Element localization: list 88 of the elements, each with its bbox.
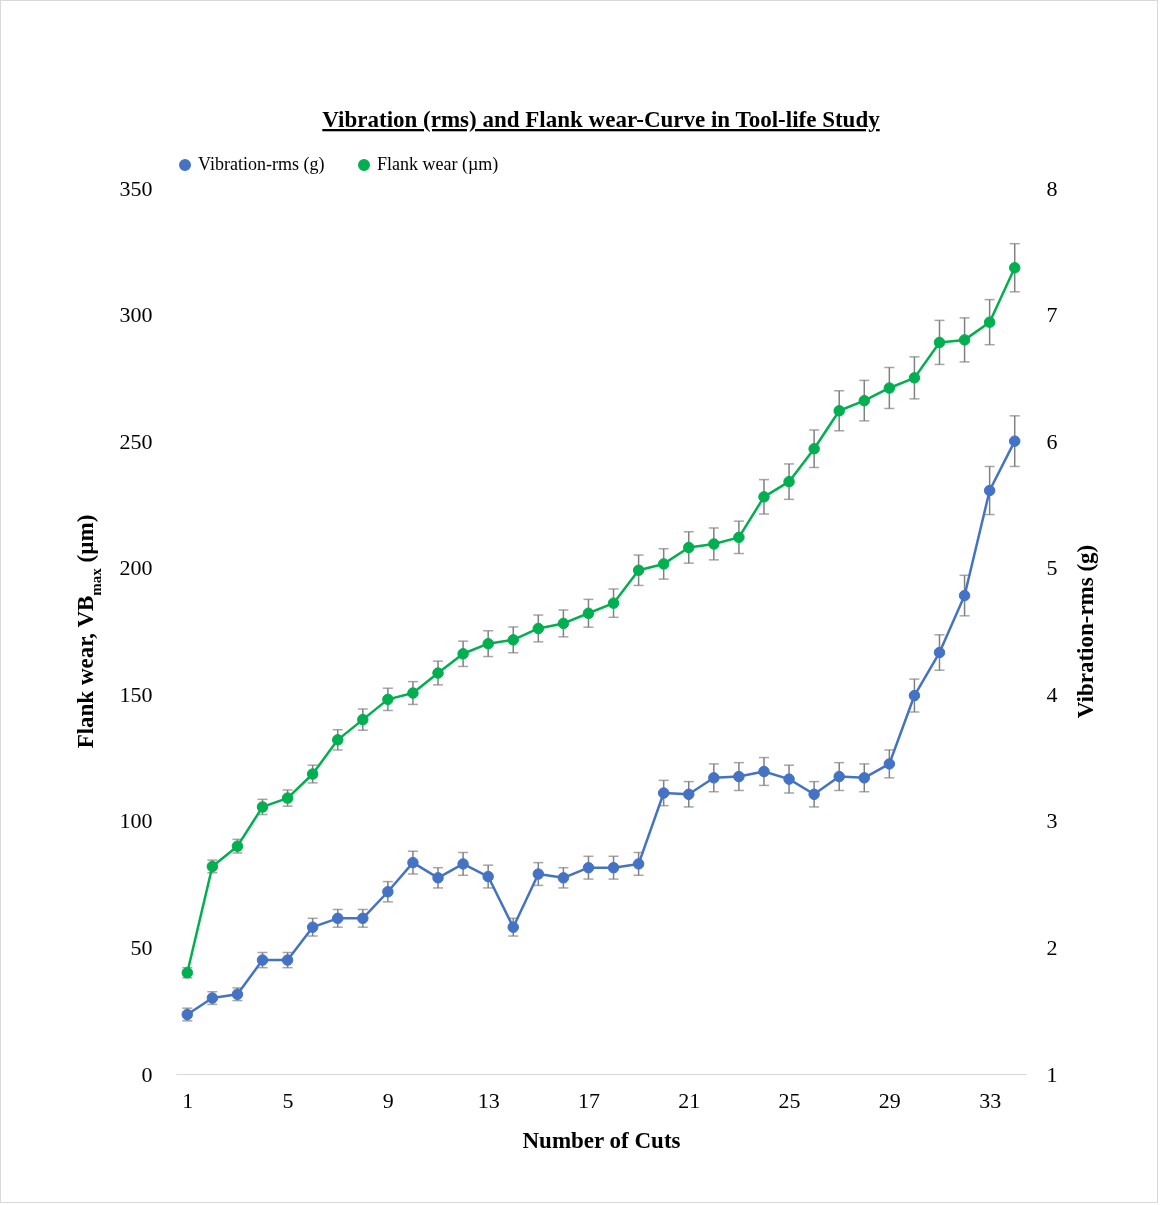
point xyxy=(457,648,469,660)
point xyxy=(507,921,519,933)
point xyxy=(306,921,319,933)
point xyxy=(382,886,394,898)
x-tick-label: 21 xyxy=(678,1087,701,1113)
legend-label: Vibration-rms (g) xyxy=(198,154,325,175)
point xyxy=(933,646,946,659)
point xyxy=(306,768,319,780)
x-tick-label: 1 xyxy=(182,1087,194,1113)
point xyxy=(657,787,670,799)
point xyxy=(808,443,820,455)
point xyxy=(683,788,695,801)
y2-tick-label: 4 xyxy=(1046,681,1058,707)
y2-tick-label: 8 xyxy=(1046,175,1058,201)
point xyxy=(357,713,369,726)
y-tick-label: 300 xyxy=(119,302,153,328)
point xyxy=(582,607,595,620)
x-tick-label: 17 xyxy=(577,1087,600,1113)
x-tick-label: 5 xyxy=(282,1087,294,1113)
y-tick-label: 250 xyxy=(119,428,153,454)
point xyxy=(858,772,871,784)
point xyxy=(632,564,645,576)
y-tick-label: 0 xyxy=(141,1061,153,1087)
y-tick-label: 100 xyxy=(119,808,153,834)
point xyxy=(683,541,695,554)
point xyxy=(908,689,921,702)
y-tick-label: 350 xyxy=(119,175,153,201)
point xyxy=(758,491,770,503)
y-tick-label: 200 xyxy=(119,555,153,581)
point xyxy=(607,861,620,874)
point xyxy=(733,770,745,783)
point xyxy=(958,334,971,346)
point xyxy=(833,770,845,783)
x-tick-label: 13 xyxy=(477,1087,500,1113)
point xyxy=(331,912,344,925)
point xyxy=(432,667,444,679)
chart-title: Vibration (rms) and Flank wear-Curve in Tool-life Study xyxy=(322,107,881,132)
point xyxy=(532,622,545,635)
point xyxy=(407,856,419,869)
x-tick-label: 9 xyxy=(382,1087,394,1113)
point xyxy=(432,872,444,884)
point xyxy=(808,788,820,801)
point xyxy=(933,336,946,349)
point xyxy=(657,558,670,570)
point xyxy=(457,858,469,870)
point xyxy=(958,589,971,602)
point xyxy=(507,634,519,646)
y2-tick-label: 6 xyxy=(1046,428,1058,454)
point xyxy=(582,861,595,874)
y2-tick-label: 5 xyxy=(1046,555,1058,581)
point xyxy=(983,484,996,497)
y2-tick-label: 3 xyxy=(1046,808,1058,834)
point xyxy=(708,772,720,784)
point xyxy=(758,765,770,778)
y2-tick-label: 1 xyxy=(1046,1061,1058,1087)
y2-axis-title: Vibration-rms (g) xyxy=(1072,544,1098,719)
point xyxy=(1008,262,1021,274)
point xyxy=(783,475,795,488)
point xyxy=(632,858,645,870)
point xyxy=(607,597,620,609)
y-tick-label: 150 xyxy=(119,681,153,707)
point xyxy=(883,758,896,770)
point xyxy=(908,372,921,384)
point xyxy=(482,637,494,650)
point xyxy=(382,693,394,706)
y2-tick-label: 7 xyxy=(1046,302,1058,328)
legend-label: Flank wear (µm) xyxy=(377,154,499,175)
point xyxy=(783,773,795,785)
x-tick-label: 29 xyxy=(878,1087,901,1113)
point xyxy=(833,405,845,417)
point xyxy=(983,316,996,328)
x-axis-title: Number of Cuts xyxy=(522,1127,681,1153)
point xyxy=(557,872,570,884)
point xyxy=(532,868,545,880)
point xyxy=(858,394,871,407)
point xyxy=(482,870,494,883)
x-tick-label: 33 xyxy=(979,1087,1002,1113)
y-tick-label: 50 xyxy=(130,934,153,960)
point xyxy=(407,687,419,699)
point xyxy=(708,538,720,550)
x-tick-label: 25 xyxy=(778,1087,801,1113)
point xyxy=(357,912,369,925)
point xyxy=(733,531,745,544)
point xyxy=(331,734,344,746)
point xyxy=(1008,435,1021,447)
y2-tick-label: 2 xyxy=(1046,934,1058,960)
point xyxy=(883,382,896,394)
point xyxy=(557,617,570,630)
